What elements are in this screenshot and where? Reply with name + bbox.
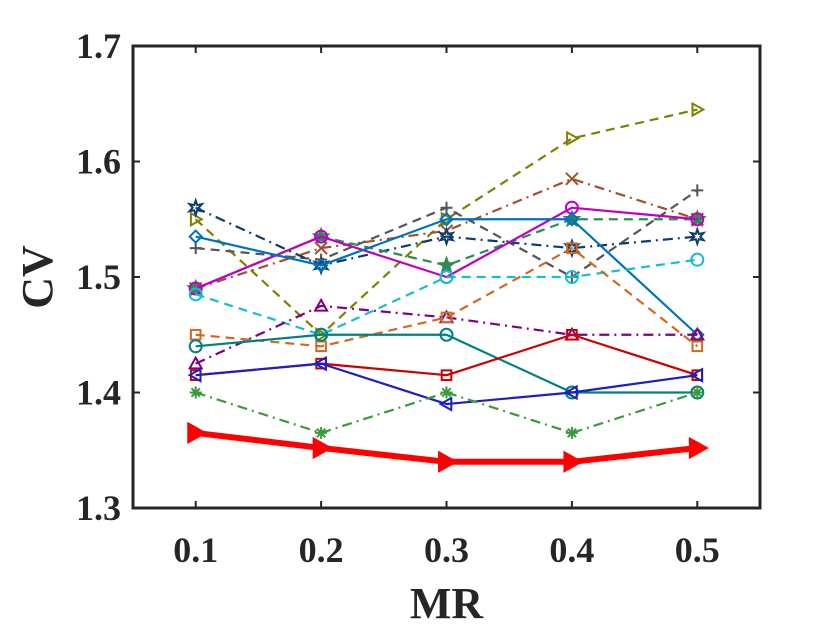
data-point — [189, 242, 202, 255]
data-point — [689, 367, 704, 383]
data-point — [691, 340, 704, 353]
y-tick-label: 1.6 — [76, 142, 121, 182]
series-series-6 — [188, 200, 705, 296]
series-series-13 — [187, 355, 704, 412]
data-point — [188, 339, 203, 354]
data-point — [314, 327, 329, 342]
y-tick-label: 1.4 — [76, 373, 121, 413]
data-point — [564, 270, 579, 284]
data-point — [187, 367, 202, 383]
series-series-14 — [189, 386, 704, 439]
series-line — [195, 206, 698, 267]
data-point — [312, 436, 333, 460]
data-point — [563, 450, 584, 473]
data-point — [439, 211, 454, 227]
data-point — [691, 386, 704, 399]
x-axis-label: MR — [410, 579, 485, 628]
series-line — [195, 304, 698, 365]
data-point — [566, 328, 578, 341]
data-point — [690, 252, 705, 267]
series-line — [195, 362, 698, 406]
data-point — [188, 287, 203, 302]
series-series-12 — [189, 328, 704, 381]
data-point — [440, 201, 453, 214]
data-point — [440, 386, 453, 399]
series-line — [195, 391, 698, 435]
data-point — [188, 355, 204, 370]
data-point — [189, 386, 202, 399]
data-point — [186, 197, 205, 219]
y-tick-label: 1.7 — [76, 26, 121, 66]
x-tick-label: 0.3 — [424, 530, 469, 570]
series-line — [195, 333, 698, 394]
series-line — [195, 218, 699, 336]
series-series-7 — [188, 211, 705, 343]
data-point — [440, 369, 453, 381]
x-tick-label: 0.5 — [675, 530, 720, 570]
data-point — [563, 384, 578, 401]
data-point — [315, 426, 328, 439]
data-point — [691, 184, 704, 197]
series-line — [195, 177, 698, 290]
data-point — [689, 326, 705, 341]
y-axis-label: CV — [13, 245, 62, 309]
data-point — [690, 212, 705, 227]
data-point — [565, 426, 578, 439]
x-tick-label: 0.4 — [549, 530, 594, 570]
series-line — [195, 206, 698, 290]
series-series-15 — [187, 421, 709, 473]
series-line — [195, 247, 698, 348]
data-point — [688, 436, 709, 460]
x-tick-label: 0.2 — [299, 530, 344, 570]
series-series-1 — [189, 101, 706, 343]
data-point — [314, 229, 329, 244]
data-point — [313, 297, 329, 312]
data-point — [691, 101, 706, 118]
x-axis-ticks: 0.1 0.2 0.3 0.4 0.5 — [173, 46, 720, 570]
data-point — [566, 130, 580, 147]
data-point — [565, 172, 579, 186]
data-point — [688, 226, 707, 248]
data-point — [439, 327, 454, 342]
data-point — [438, 450, 459, 473]
data-point — [440, 311, 453, 324]
data-point — [436, 255, 457, 274]
data-point — [438, 396, 453, 412]
y-tick-label: 1.3 — [76, 488, 121, 528]
y-axis-ticks: 1.3 1.4 1.5 1.6 1.7 — [76, 26, 760, 528]
data-point — [439, 270, 454, 284]
data-point — [562, 237, 581, 259]
data-point — [313, 258, 329, 273]
series-layer — [186, 101, 709, 473]
data-point — [564, 211, 580, 227]
data-point — [188, 229, 204, 244]
data-point — [437, 226, 456, 248]
series-line — [194, 108, 698, 336]
data-point — [566, 242, 578, 254]
y-tick-label: 1.5 — [76, 257, 121, 297]
data-point — [314, 241, 328, 255]
x-tick-label: 0.1 — [173, 530, 218, 570]
series-line — [195, 258, 698, 336]
data-point — [313, 355, 327, 372]
data-point — [187, 421, 208, 445]
